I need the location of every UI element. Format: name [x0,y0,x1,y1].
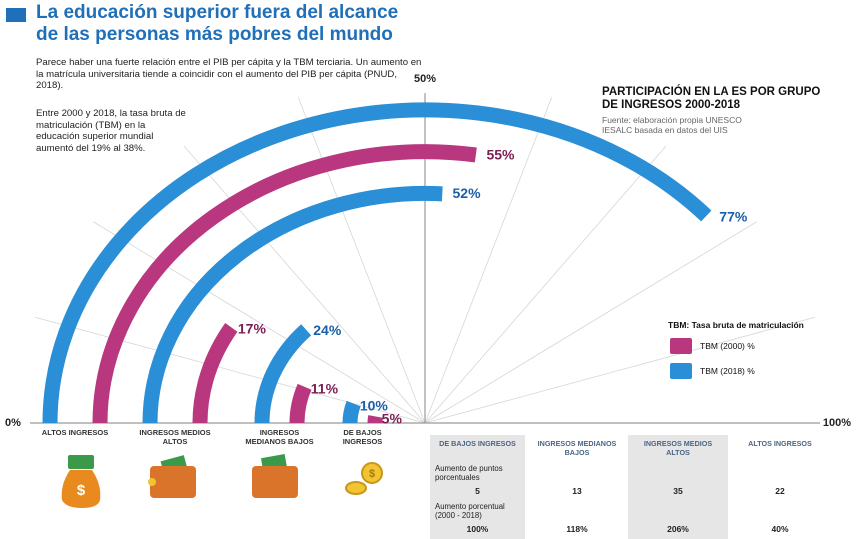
title-marker [6,8,26,22]
paragraph: Parece haber una fuerte relación entre e… [36,57,422,91]
table-cell: 13 [572,486,582,496]
svg-text:$: $ [77,482,86,499]
arc-bar [289,383,312,424]
page-title: La educación superior fuera del alcance … [36,2,399,45]
table-header: INGRESOS MEDIANOS BAJOS [537,439,617,457]
table-cell: 35 [673,486,683,496]
table-cell: 5 [475,486,480,496]
grid-line [297,97,426,424]
value-label: 5% [382,411,403,427]
value-label: 77% [719,208,748,224]
table-cell: 22 [775,486,785,496]
table-cell: 100% [466,524,489,534]
value-label: 55% [486,146,515,162]
table-cell: 118% [566,524,588,534]
chart-subtitle: Fuente: elaboración propia UNESCO IESALC… [602,115,742,135]
money-bag-icon: $ [61,455,101,508]
table-col-bg [628,435,728,539]
value-label: 24% [313,322,342,338]
row-label: Aumento de puntos porcentuales [435,464,503,482]
tick-label: 0% [5,417,21,429]
tick-label: 50% [414,73,436,85]
grid-line [424,316,816,424]
arc-bar [192,323,238,424]
legend-swatch [670,363,692,379]
row-label: Aumento porcentual (2000 - 2018) [435,502,505,520]
category-label: INGRESOS MEDIOS ALTOS [139,428,211,446]
chart-title: PARTICIPACIÓN EN LA ES POR GRUPO DE INGR… [602,86,821,111]
grid-line [34,316,426,424]
arc-bar [42,102,712,424]
table-col-bg [430,435,525,539]
grid-line [93,221,426,424]
arc-bar [342,400,361,424]
tick-label: 100% [823,417,851,429]
value-label: 10% [360,397,389,413]
grid-line [424,145,667,424]
legend-title: TBM: Tasa bruta de matriculación [668,320,804,330]
legend-swatch [670,338,692,354]
coins-icon: $ [345,462,383,495]
value-label: 11% [311,380,339,396]
legend-label: TBM (2000) % [700,341,755,351]
grid-line [424,97,553,424]
arc-bar [92,144,477,424]
value-label: 52% [453,185,482,201]
table-cell: 40% [771,524,789,534]
wallet-icon [148,455,196,498]
grid-line [424,221,757,424]
wallet-icon [252,454,298,498]
arc-bar [367,415,384,424]
grid-line [183,145,426,424]
category-label: DE BAJOS INGRESOS [342,428,383,446]
paragraph: Entre 2000 y 2018, la tasa bruta de matr… [36,108,186,154]
category-label: INGRESOS MEDIANOS BAJOS [245,428,314,446]
table-header: DE BAJOS INGRESOS [439,439,516,448]
svg-text:$: $ [369,468,375,480]
table-cell: 206% [667,524,689,534]
legend-label: TBM (2018) % [700,366,755,376]
value-label: 17% [238,320,267,336]
category-label: ALTOS INGRESOS [41,428,109,437]
table-header: ALTOS INGRESOS [748,439,812,448]
table-header: INGRESOS MEDIOS ALTOS [643,439,713,457]
arc-bar [142,185,443,424]
arc-bar [254,324,312,424]
